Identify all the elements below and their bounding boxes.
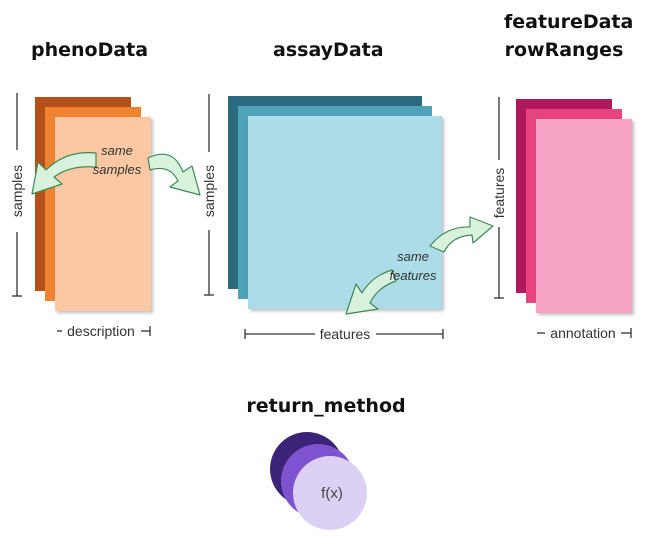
- same-features-note-line2: features: [390, 268, 437, 283]
- feature-sheet-front: [536, 119, 632, 313]
- row-ranges-heading: rowRanges: [504, 38, 624, 62]
- pheno-data-heading: phenoData: [31, 38, 141, 62]
- function-label: f(x): [321, 485, 343, 502]
- pheno-samples-label: samples: [9, 165, 25, 217]
- same-samples-arrow-right: [148, 154, 200, 195]
- return-method-stack: f(x): [270, 432, 367, 530]
- feature-features-label: features: [491, 168, 507, 219]
- return-method-heading: return_method: [246, 394, 406, 418]
- assay-features-label: features: [320, 326, 371, 342]
- pheno-description-label: description: [67, 323, 135, 339]
- pheno-data-stack: [35, 97, 151, 311]
- assay-samples-label: samples: [201, 165, 217, 217]
- feature-data-heading: featureData: [504, 10, 624, 34]
- assay-data-heading: assayData: [273, 38, 383, 62]
- same-samples-note-line2: samples: [93, 162, 142, 177]
- feature-data-stack: [516, 99, 632, 313]
- same-samples-note-line1: same: [101, 143, 133, 158]
- same-features-note-line1: same: [397, 249, 429, 264]
- feature-annotation-label: annotation: [550, 325, 615, 341]
